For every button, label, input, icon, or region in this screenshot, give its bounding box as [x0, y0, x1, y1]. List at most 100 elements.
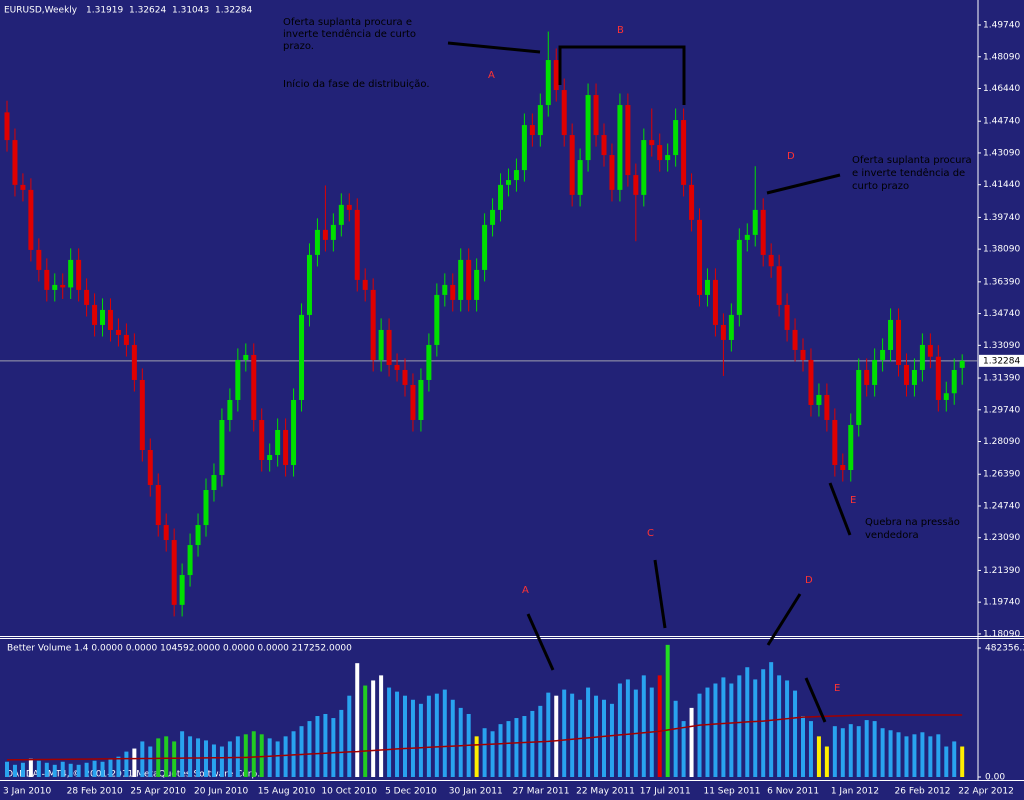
volume-bar [673, 700, 678, 777]
volume-bar [753, 679, 758, 777]
x-tick-label: 3 Jan 2010 [3, 787, 51, 797]
volume-bar [204, 740, 208, 777]
volume-bar [530, 710, 535, 777]
candle-body [283, 429, 289, 466]
candle-body [681, 120, 687, 185]
volume-bar [665, 644, 670, 777]
candle-body [569, 135, 575, 195]
annotation-arrow [804, 677, 827, 723]
current-price-label: 1.32284 [983, 356, 1020, 366]
volume-bar [442, 689, 447, 777]
candle-body [768, 254, 774, 267]
volume-bar [52, 764, 57, 777]
volume-bar [92, 760, 97, 777]
volume-bar [347, 695, 352, 777]
annotation-arrow [828, 482, 852, 536]
y-tick-label: 1.39740 [983, 213, 1020, 223]
volume-bar [36, 760, 41, 777]
candle-body [585, 95, 591, 161]
volume-bar [235, 736, 240, 777]
volume-bar [387, 687, 392, 777]
y-tick-label: 1.34740 [983, 309, 1020, 319]
volume-bar [275, 741, 280, 777]
volume-bar [904, 736, 909, 777]
candle-body [12, 140, 18, 185]
volume-bar [363, 685, 368, 777]
candle-body [394, 364, 400, 370]
candle-body [36, 249, 42, 270]
volume-bar [76, 764, 81, 777]
candle-body [665, 155, 671, 161]
volume-bar [936, 734, 941, 777]
candle-body [60, 284, 66, 288]
candle-body [28, 189, 34, 250]
candle-body [203, 490, 209, 526]
candle-body [187, 545, 193, 576]
candle-body [482, 224, 488, 270]
y-tick-label: 0.00 [985, 773, 1005, 783]
candle-body [601, 135, 607, 156]
annotation-letter: C [647, 528, 654, 539]
x-tick-label: 28 Feb 2010 [67, 787, 123, 797]
candle-body [227, 399, 233, 420]
candle-body [911, 369, 917, 385]
candle-body [211, 475, 217, 491]
volume-bar [403, 695, 407, 777]
volume-bar [355, 663, 360, 777]
volume-bar [379, 675, 384, 777]
y-tick-label: 1.18090 [983, 629, 1020, 639]
y-tick-label: 1.26390 [983, 470, 1020, 480]
annotation-arrow [653, 559, 667, 629]
candle-body [354, 209, 360, 280]
volume-bar [474, 736, 479, 777]
candle-body [76, 259, 82, 290]
volume-bar [172, 741, 177, 777]
candle-body [720, 324, 726, 340]
annotation-arrow [526, 613, 555, 671]
annotation-letter: A [522, 585, 529, 596]
candle-body [896, 319, 902, 365]
volume-bar [952, 741, 957, 777]
volume-bar [609, 703, 614, 777]
candle-body [880, 349, 886, 360]
volume-bar [546, 692, 551, 777]
volume-bar [498, 724, 503, 777]
candle-body [728, 314, 734, 340]
candle-body [44, 269, 50, 290]
candle-body [466, 259, 472, 300]
annotation-letter: D [805, 575, 813, 586]
candle-body [943, 393, 949, 400]
volume-bar [586, 687, 591, 777]
volume-bar [84, 762, 89, 777]
candle-body [123, 334, 129, 345]
annotation-note: prazo. [283, 41, 314, 52]
volume-bar [602, 699, 606, 777]
volume-bar [896, 732, 901, 777]
volume-bar [291, 731, 296, 777]
candle-body [752, 209, 758, 235]
volume-bar [180, 731, 185, 777]
candle-body [299, 314, 305, 400]
y-tick-label: 1.19740 [983, 598, 1020, 608]
volume-bar [816, 736, 821, 777]
candle-body [800, 349, 806, 360]
candle-body [553, 60, 559, 91]
volume-bar [410, 699, 415, 777]
volume-bar [872, 721, 877, 777]
x-tick-label: 6 Nov 2011 [767, 787, 819, 797]
candle-body [903, 364, 909, 385]
volume-bar [434, 693, 439, 777]
volume-bar [251, 731, 256, 777]
candle-body [426, 344, 432, 380]
candle-body [657, 145, 663, 161]
candle-body [609, 155, 615, 190]
volume-bar [164, 736, 169, 777]
candle-body [529, 125, 535, 136]
header-open: 1.31919 [86, 6, 123, 16]
candle-body [20, 184, 26, 190]
annotation-note: Oferta suplanta procura e [283, 17, 412, 28]
candle-body [712, 279, 718, 325]
candle-body [927, 344, 933, 357]
volume-bar [832, 726, 837, 777]
